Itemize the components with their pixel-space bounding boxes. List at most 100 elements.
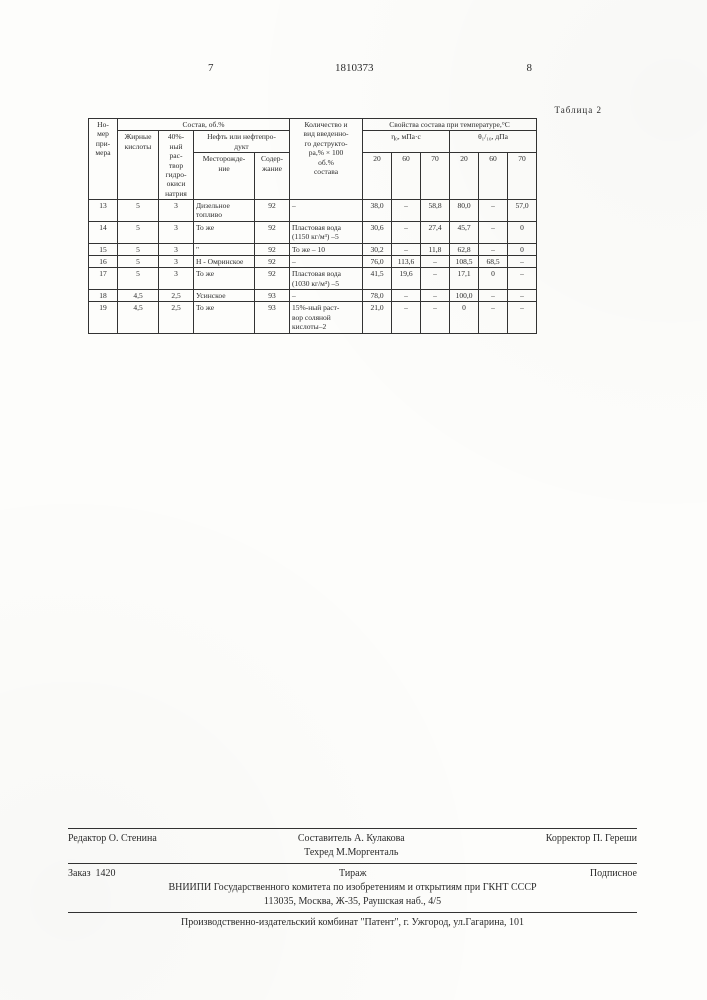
- cell-e20: 76,0: [363, 255, 392, 267]
- cell-destr: 15%-ный раст-вор солянойкислоты–2: [290, 302, 363, 333]
- col-eta-20: 20: [363, 153, 392, 200]
- cell-th70: 57,0: [508, 200, 537, 222]
- cell-content: 92: [255, 221, 290, 243]
- table-row: 1653Н - Омринское92–76,0113,6–108,568,5–: [89, 255, 537, 267]
- col-acids: Жирныекислоты: [118, 131, 159, 200]
- cell-naoh: 3: [159, 243, 194, 255]
- order-line: Заказ 1420: [68, 867, 116, 881]
- editor-line: Редактор О. Стенина: [68, 832, 157, 860]
- cell-destr: Пластовая вода(1030 кг/м³) –5: [290, 268, 363, 290]
- subscription-label: Подписное: [590, 867, 637, 881]
- cell-e70: 27,4: [421, 221, 450, 243]
- cell-th60: –: [479, 290, 508, 302]
- composition-table: Но-мерпри-мера Состав, об.% Количество и…: [88, 118, 537, 334]
- cell-n: 18: [89, 290, 118, 302]
- col-group-properties: Свойства состава при температуре,°С: [363, 119, 537, 131]
- cell-e70: –: [421, 290, 450, 302]
- cell-content: 92: [255, 243, 290, 255]
- cell-th20: 45,7: [450, 221, 479, 243]
- cell-content: 93: [255, 302, 290, 333]
- cell-content: 92: [255, 255, 290, 267]
- cell-th20: 100,0: [450, 290, 479, 302]
- cell-destr: –: [290, 290, 363, 302]
- col-example-no: Но-мерпри-мера: [89, 119, 118, 200]
- cell-destr: То же – 10: [290, 243, 363, 255]
- corrector-line: Корректор П. Гереши: [546, 832, 637, 860]
- cell-th70: 0: [508, 221, 537, 243]
- col-content: Содер-жание: [255, 153, 290, 200]
- cell-e60: –: [392, 200, 421, 222]
- cell-naoh: 2,5: [159, 290, 194, 302]
- cell-th20: 80,0: [450, 200, 479, 222]
- cell-content: 92: [255, 268, 290, 290]
- cell-e60: –: [392, 302, 421, 333]
- cell-th70: –: [508, 290, 537, 302]
- cell-acids: 5: [118, 221, 159, 243]
- cell-e20: 30,6: [363, 221, 392, 243]
- col-th-20: 20: [450, 153, 479, 200]
- cell-field: Н - Омринское: [194, 255, 255, 267]
- col-group-oil: Нефть или нефтепро-дукт: [194, 131, 290, 153]
- cell-e60: 19,6: [392, 268, 421, 290]
- table-row: 1353Дизельноетопливо92–38,0–58,880,0–57,…: [89, 200, 537, 222]
- cell-acids: 5: [118, 200, 159, 222]
- cell-n: 19: [89, 302, 118, 333]
- cell-n: 17: [89, 268, 118, 290]
- cell-th60: –: [479, 221, 508, 243]
- table-row: 1553"92То же – 1030,2–11,862,8–0: [89, 243, 537, 255]
- cell-th60: –: [479, 200, 508, 222]
- cell-field: То же: [194, 302, 255, 333]
- cell-th20: 0: [450, 302, 479, 333]
- cell-field: Усинское: [194, 290, 255, 302]
- cell-naoh: 2,5: [159, 302, 194, 333]
- col-th-70: 70: [508, 153, 537, 200]
- cell-e60: –: [392, 290, 421, 302]
- compiler-line: Составитель А. Кулакова Техред М.Моргент…: [298, 832, 405, 860]
- table-row: 194,52,5То же9315%-ный раст-вор солянойк…: [89, 302, 537, 333]
- cell-e60: 113,6: [392, 255, 421, 267]
- cell-e20: 41,5: [363, 268, 392, 290]
- patent-number: 1810373: [335, 62, 374, 74]
- cell-destr: –: [290, 200, 363, 222]
- col-eta-60: 60: [392, 153, 421, 200]
- cell-th70: –: [508, 255, 537, 267]
- table-caption: Таблица 2: [555, 105, 603, 115]
- cell-e20: 21,0: [363, 302, 392, 333]
- cell-n: 13: [89, 200, 118, 222]
- page-number-right: 8: [527, 62, 533, 74]
- cell-e20: 30,2: [363, 243, 392, 255]
- cell-e20: 78,0: [363, 290, 392, 302]
- cell-n: 16: [89, 255, 118, 267]
- org-line: ВНИИПИ Государственного комитета по изоб…: [68, 881, 637, 895]
- cell-e70: 11,8: [421, 243, 450, 255]
- col-field: Месторожде-ние: [194, 153, 255, 200]
- cell-e60: –: [392, 221, 421, 243]
- cell-field: ": [194, 243, 255, 255]
- cell-acids: 5: [118, 243, 159, 255]
- col-th-60: 60: [479, 153, 508, 200]
- cell-naoh: 3: [159, 255, 194, 267]
- cell-naoh: 3: [159, 268, 194, 290]
- cell-content: 92: [255, 200, 290, 222]
- cell-content: 93: [255, 290, 290, 302]
- cell-n: 15: [89, 243, 118, 255]
- cell-th20: 17,1: [450, 268, 479, 290]
- cell-th60: 0: [479, 268, 508, 290]
- page-number-left: 7: [208, 62, 214, 74]
- col-eta-70: 70: [421, 153, 450, 200]
- cell-th70: 0: [508, 243, 537, 255]
- cell-e70: 58,8: [421, 200, 450, 222]
- cell-destr: –: [290, 255, 363, 267]
- cell-acids: 4,5: [118, 290, 159, 302]
- cell-field: То же: [194, 268, 255, 290]
- table-row: 1753То же92Пластовая вода(1030 кг/м³) –5…: [89, 268, 537, 290]
- cell-field: То же: [194, 221, 255, 243]
- cell-naoh: 3: [159, 221, 194, 243]
- cell-th60: –: [479, 302, 508, 333]
- tirazh-label: Тираж: [339, 867, 367, 881]
- cell-th70: –: [508, 268, 537, 290]
- cell-field: Дизельноетопливо: [194, 200, 255, 222]
- cell-th60: 68,5: [479, 255, 508, 267]
- col-theta: θ₁/₁₀, дПа: [450, 131, 537, 153]
- publisher-line: Производственно-издательский комбинат "П…: [68, 916, 637, 930]
